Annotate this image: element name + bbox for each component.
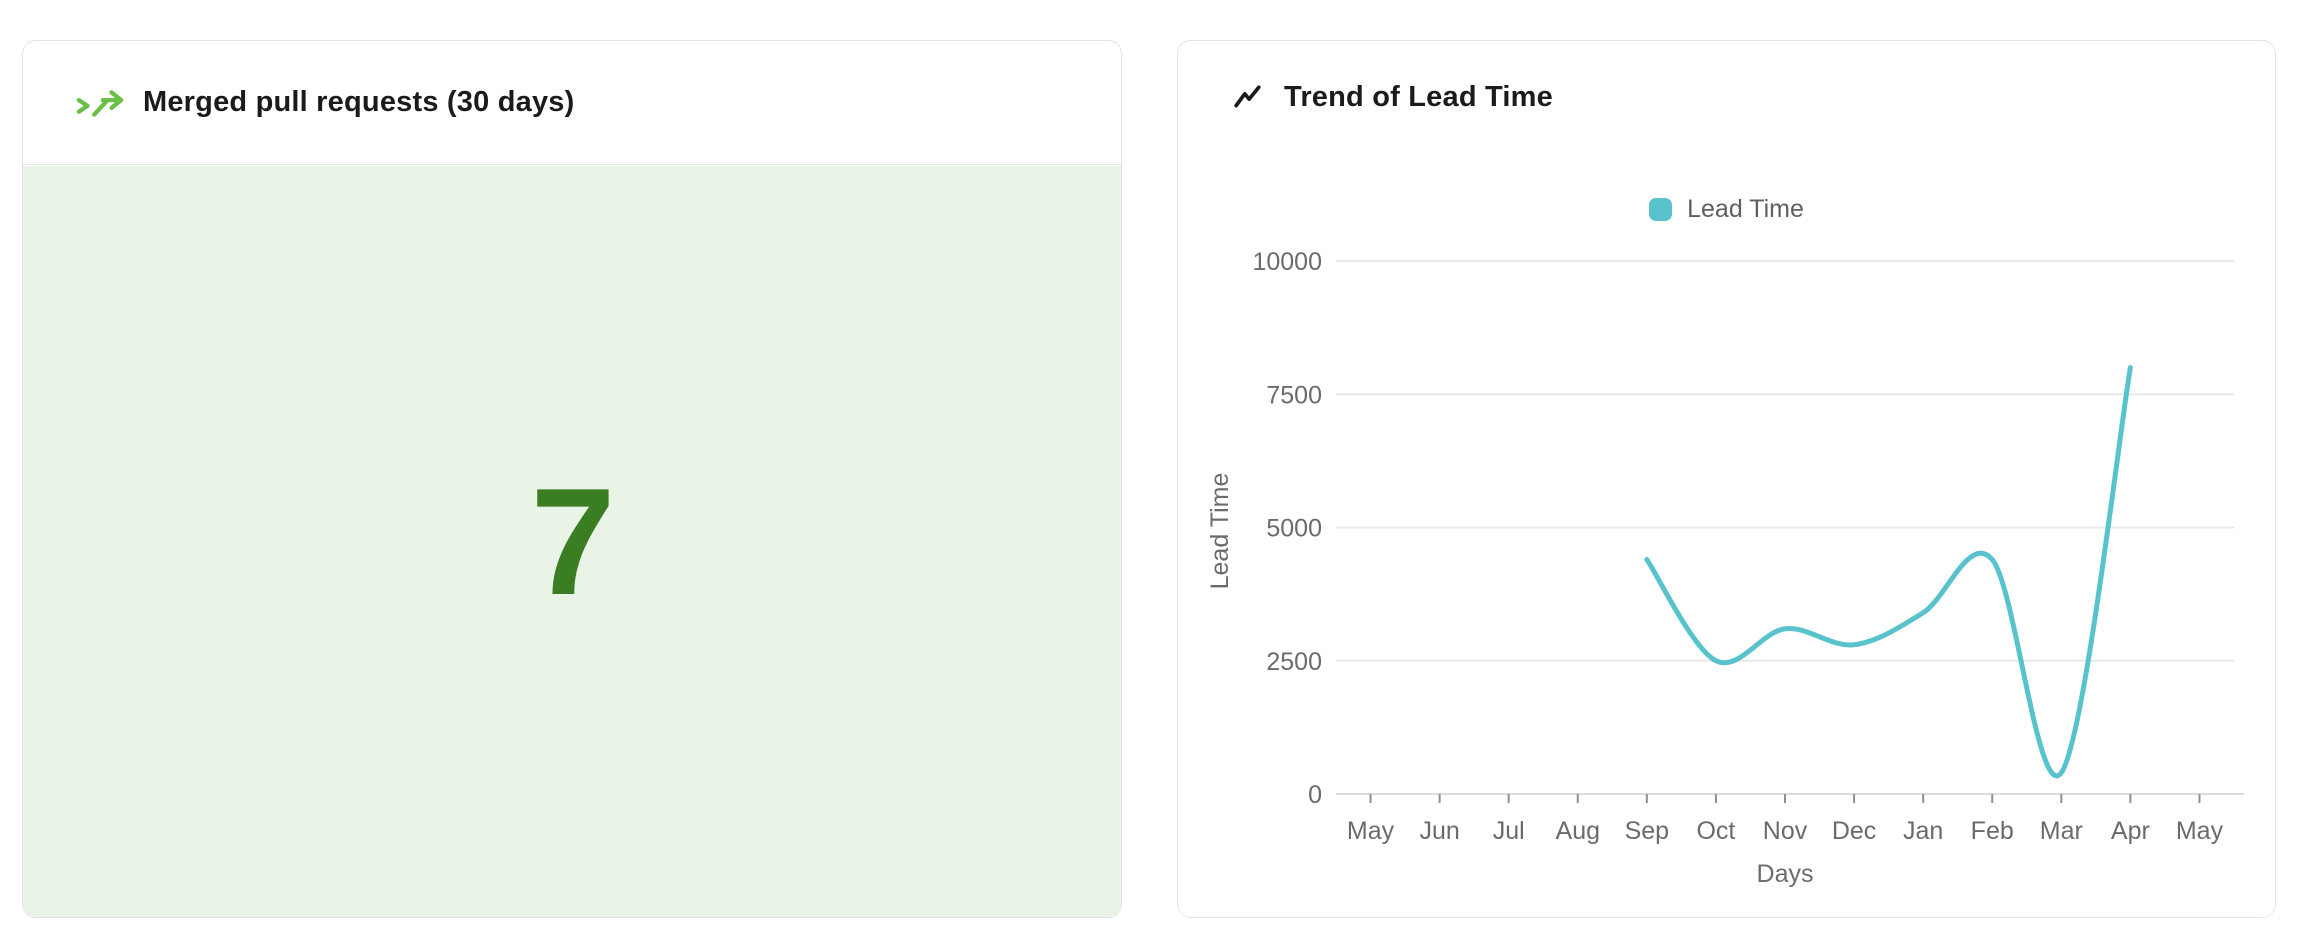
merged-pr-metric-area: 7 — [23, 166, 1121, 917]
x-tick-label: Dec — [1832, 817, 1876, 845]
x-tick-label: Jan — [1903, 817, 1943, 845]
y-tick-label: 2500 — [1266, 648, 1322, 676]
chart-legend-lead-time[interactable]: Lead Time — [1178, 193, 2275, 225]
x-tick-label: Feb — [1971, 817, 2014, 845]
x-tick-label: Mar — [2040, 817, 2083, 845]
merged-pr-count: 7 — [530, 456, 616, 627]
x-axis-title: Days — [1757, 860, 1814, 888]
panel-title: Merged pull requests (30 days) — [143, 86, 575, 118]
x-tick-label: Aug — [1556, 817, 1600, 845]
legend-label: Lead Time — [1687, 194, 1804, 223]
y-tick-label: 5000 — [1266, 515, 1322, 543]
x-tick-label: Jul — [1493, 817, 1525, 845]
x-tick-label: Apr — [2111, 817, 2150, 845]
x-tick-label: May — [2176, 817, 2224, 845]
x-tick-label: Oct — [1696, 817, 1735, 845]
y-axis-title: Lead Time — [1206, 473, 1234, 590]
x-tick-label: Nov — [1763, 817, 1808, 845]
merged-pull-requests-panel: Merged pull requests (30 days) 7 — [22, 40, 1122, 918]
x-tick-label: Sep — [1625, 817, 1669, 845]
lead-time-trend-panel: Trend of Lead Time Lead Time 0 2500 5000 75… — [1177, 40, 2276, 918]
y-tick-label: 10000 — [1252, 248, 1322, 276]
lead-time-line-chart[interactable]: 0 2500 5000 7500 10000 May Jun Jul Aug Sep Oct Nov D… — [1178, 231, 2276, 891]
panel-title: Trend of Lead Time — [1284, 80, 1553, 113]
trending-up-icon — [1230, 83, 1266, 111]
lead-time-header: Trend of Lead Time — [1178, 41, 2275, 153]
merge-arrow-icon — [75, 89, 125, 117]
legend-swatch — [1649, 197, 1673, 221]
lead-time-series-line — [1644, 365, 2133, 779]
merged-pull-requests-header: Merged pull requests (30 days) — [23, 41, 1121, 165]
y-tick-label: 0 — [1308, 781, 1322, 809]
x-tick-label: May — [1347, 817, 1395, 845]
x-tick-label: Jun — [1419, 817, 1459, 845]
y-tick-label: 7500 — [1266, 381, 1322, 409]
